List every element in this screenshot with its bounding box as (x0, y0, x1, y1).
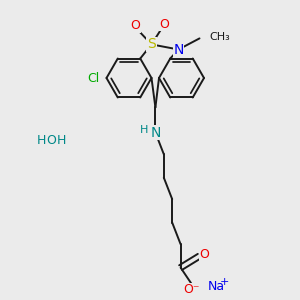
Text: Na: Na (208, 280, 225, 293)
Text: H: H (57, 134, 67, 148)
Text: Cl: Cl (88, 71, 100, 85)
Text: +: + (220, 277, 230, 287)
Text: N: N (150, 126, 161, 140)
Text: H: H (140, 125, 148, 135)
Text: O: O (159, 17, 169, 31)
Text: H: H (37, 134, 46, 148)
Text: S: S (147, 38, 156, 51)
Text: O: O (130, 19, 140, 32)
Text: O: O (200, 248, 209, 261)
Text: N: N (173, 43, 184, 56)
Text: O: O (47, 134, 56, 148)
Text: O⁻: O⁻ (183, 283, 199, 296)
Text: CH₃: CH₃ (209, 32, 230, 42)
